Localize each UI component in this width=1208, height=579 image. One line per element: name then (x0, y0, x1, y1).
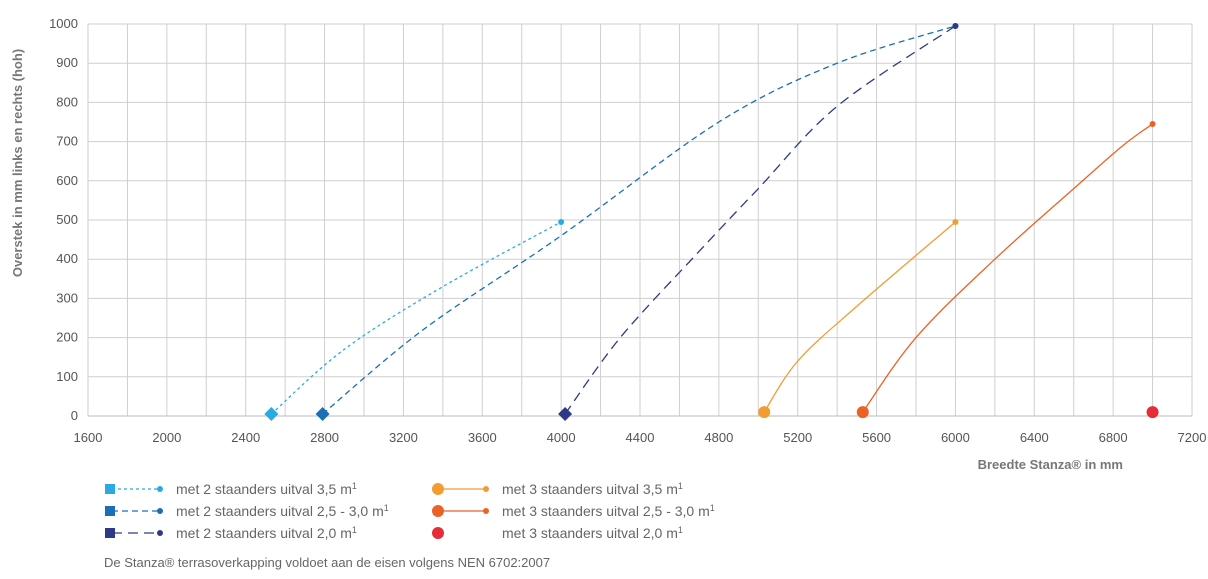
x-axis-ticks: 1600 2000 2400 2800 3200 3600 4000 4400 4800 5200… (74, 430, 1207, 445)
legend-item-s3: met 2 staanders uitval 2,0 m1 (104, 523, 357, 543)
x-tick-label: 5600 (862, 430, 891, 445)
x-tick-label: 2000 (152, 430, 181, 445)
y-tick-label: 0 (71, 408, 78, 423)
legend-item-s2: met 2 staanders uitval 2,5 - 3,0 m1 (104, 501, 389, 521)
y-tick-label: 900 (56, 55, 78, 70)
y-tick-label: 800 (56, 94, 78, 109)
x-tick-label: 4800 (704, 430, 733, 445)
x-tick-label: 1600 (74, 430, 103, 445)
series-s5 (856, 120, 1156, 419)
x-tick-label: 6000 (941, 430, 970, 445)
series-s2 (315, 22, 959, 422)
legend-label: met 2 staanders uitval 3,5 m1 (176, 480, 357, 498)
series-line (862, 123, 1153, 413)
x-axis-title: Breedte Stanza® in mm (978, 457, 1123, 472)
start-marker (1146, 406, 1159, 419)
legend-marker-square (105, 484, 115, 494)
series-s6 (1146, 406, 1159, 419)
x-tick-label: 3600 (468, 430, 497, 445)
start-marker (315, 407, 330, 422)
end-marker (558, 218, 565, 225)
x-tick-label: 2800 (310, 430, 339, 445)
start-marker (856, 406, 869, 419)
start-marker (558, 407, 573, 422)
y-axis-title: Overstek in mm links en rechts (hoh) (10, 49, 25, 277)
legend-label: met 3 staanders uitval 3,5 m1 (502, 480, 683, 498)
series-layer (264, 22, 1159, 422)
y-tick-label: 100 (56, 369, 78, 384)
x-tick-label: 3200 (389, 430, 418, 445)
x-tick-label: 6400 (1020, 430, 1049, 445)
legend-swatch (432, 505, 489, 517)
start-marker (432, 505, 444, 517)
series-s1 (264, 218, 565, 422)
legend-marker-square (105, 506, 115, 516)
legend-label: met 3 staanders uitval 2,0 m1 (502, 524, 683, 542)
end-marker (952, 22, 959, 29)
end-marker (157, 530, 163, 536)
start-marker (264, 407, 279, 422)
start-marker (432, 483, 444, 495)
legend-label: met 2 staanders uitval 2,0 m1 (176, 524, 357, 542)
legend-marker-square (105, 528, 115, 538)
legend-swatch (105, 506, 163, 516)
y-axis-ticks: 0 100 200 300 400 500 600 700 800 900 1000 (49, 16, 78, 423)
x-tick-label: 7200 (1178, 430, 1207, 445)
start-marker (758, 406, 771, 419)
legend-swatch (432, 527, 444, 539)
y-tick-label: 300 (56, 290, 78, 305)
series-s4 (758, 218, 959, 419)
x-tick-label: 2400 (231, 430, 260, 445)
legend-label: met 2 staanders uitval 2,5 - 3,0 m1 (176, 502, 389, 520)
y-tick-label: 200 (56, 330, 78, 345)
y-tick-label: 500 (56, 212, 78, 227)
series-line (322, 25, 956, 415)
series-line (270, 221, 562, 415)
x-tick-label: 6800 (1099, 430, 1128, 445)
series-line (763, 221, 956, 413)
legend-swatch (432, 483, 489, 495)
x-tick-label: 4400 (626, 430, 655, 445)
end-marker (157, 508, 163, 514)
footnote: De Stanza® terrasoverkapping voldoet aan… (104, 555, 551, 570)
grid (87, 23, 1193, 417)
end-marker (157, 486, 163, 492)
y-tick-label: 400 (56, 251, 78, 266)
y-tick-label: 1000 (49, 16, 78, 31)
legend-item-s6: met 3 staanders uitval 2,0 m1 (430, 523, 683, 543)
y-tick-label: 700 (56, 134, 78, 149)
legend-swatch (105, 484, 163, 494)
legend-swatch (105, 528, 163, 538)
x-tick-label: 5200 (783, 430, 812, 445)
end-marker (483, 486, 489, 492)
start-marker (432, 527, 444, 539)
legend-item-s1: met 2 staanders uitval 3,5 m1 (104, 479, 357, 499)
series-line (564, 25, 956, 415)
series-s3 (558, 22, 959, 422)
y-tick-label: 600 (56, 173, 78, 188)
legend-item-s4: met 3 staanders uitval 3,5 m1 (430, 479, 683, 499)
x-tick-label: 4000 (547, 430, 576, 445)
end-marker (952, 218, 959, 225)
end-marker (483, 508, 489, 514)
legend-item-s5: met 3 staanders uitval 2,5 - 3,0 m1 (430, 501, 715, 521)
legend-label: met 3 staanders uitval 2,5 - 3,0 m1 (502, 502, 715, 520)
end-marker (1149, 120, 1156, 127)
